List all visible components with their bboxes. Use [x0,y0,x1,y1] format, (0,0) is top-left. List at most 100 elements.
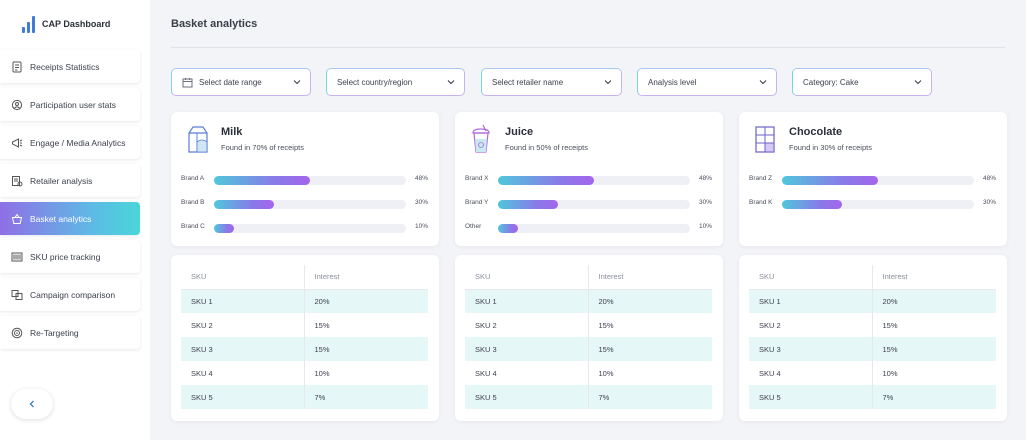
brand-percent: 48% [415,175,429,182]
share-bar-track [214,200,406,209]
sidebar-item-retailer-analysis[interactable]: Retailer analysis [0,164,140,197]
sidebar-item-label: Campaign comparison [30,289,116,300]
brand-label: Brand K [749,199,773,206]
product-card-juice: Juice Found in 50% of receipts Brand X 4… [455,112,723,246]
brand-label: Brand A [181,175,205,182]
brand-share-row: Other 10% [465,222,715,234]
share-bar-fill [498,176,594,185]
table-row: SKU 5 7% [465,385,712,409]
interest-cell: 7% [872,385,996,409]
user-search-icon [10,98,23,111]
sku-cell: SKU 4 [465,361,589,385]
brand-label: Brand X [465,175,489,182]
brand-percent: 10% [699,223,713,230]
sidebar-item-sku-price-tracking[interactable]: SKU price tracking [0,240,140,273]
brand-share-row: Brand A 48% [181,174,431,186]
chevron-down-icon [759,80,767,85]
table-row: SKU 3 15% [465,337,712,361]
brand-share-row: Brand C 10% [181,222,431,234]
sidebar-item-label: Receipts Statistics [30,61,100,72]
table-header-row: SKU Interest [181,265,428,290]
retailer-name-select[interactable]: Select retailer name [481,68,622,96]
chevron-down-icon [293,80,301,85]
date-range-select[interactable]: Select date range [171,68,311,96]
table-row: SKU 5 7% [181,385,428,409]
sku-interest-table: SKU Interest SKU 1 20% SKU 2 15% SKU 3 15% … [181,265,428,409]
table-row: SKU 4 10% [465,361,712,385]
retail-receipt-icon [10,174,23,187]
brand-percent: 10% [415,223,429,230]
sidebar-item-campaign-comparison[interactable]: Campaign comparison [0,278,140,311]
sidebar-item-participation-user-stats[interactable]: Participation user stats [0,88,140,121]
table-row: SKU 2 15% [465,313,712,337]
chevron-down-icon [914,80,922,85]
sidebar-item-basket-analytics[interactable]: Basket analytics [0,202,140,235]
product-found-text: Found in 70% of receipts [221,143,304,152]
app-logo[interactable]: CAP Dashboard [22,14,110,34]
compare-icon [10,288,23,301]
filter-label: Analysis level [648,77,697,87]
analysis-level-select[interactable]: Analysis level [637,68,777,96]
sidebar-item-engage-media-analytics[interactable]: Engage / Media Analytics [0,126,140,159]
filter-label: Select date range [199,77,262,87]
product-card-milk: Milk Found in 70% of receipts Brand A 48… [171,112,439,246]
share-bar-fill [214,200,274,209]
interest-cell: 15% [304,337,428,361]
interest-cell: 15% [882,320,898,330]
share-bar-fill [782,200,842,209]
header-divider [171,47,1005,48]
sidebar-item-re-targeting[interactable]: Re-Targeting [0,316,140,349]
collapse-sidebar-button[interactable] [11,389,53,419]
sku-cell: SKU 2 [465,313,589,337]
table-row: SKU 5 7% [749,385,996,409]
brand-percent: 30% [983,199,997,206]
product-card-chocolate: Chocolate Found in 30% of receipts Brand… [739,112,1007,246]
brand-label: Brand Y [465,199,489,206]
sidebar-item-label: Participation user stats [30,99,116,110]
sku-table-card: SKU Interest SKU 1 20% SKU 2 15% SKU 3 15% … [455,255,723,421]
app-title: CAP Dashboard [42,19,111,29]
share-bar-track [214,176,406,185]
brand-percent: 30% [699,199,713,206]
sku-cell: SKU 1 [181,289,305,313]
table-row: SKU 1 20% [465,289,712,313]
interest-cell: 20% [304,289,428,313]
milk-carton-icon [188,126,208,153]
country-region-select[interactable]: Select country/region [326,68,465,96]
table-header-row: SKU Interest [465,265,712,290]
table-row: SKU 3 15% [181,337,428,361]
share-bar-track [498,224,690,233]
table-header-row: SKU Interest [749,265,996,290]
share-bar-track [498,176,690,185]
interest-cell: 20% [872,289,996,313]
brand-share-row: Brand K 30% [749,198,999,210]
table-row: SKU 2 15% [181,313,428,337]
product-name: Juice [505,126,534,138]
table-row: SKU 4 10% [181,361,428,385]
sku-cell: SKU 3 [749,337,873,361]
share-bar-fill [498,224,518,233]
target-icon [10,326,23,339]
sku-table-card: SKU Interest SKU 1 20% SKU 2 15% SKU 3 15% … [171,255,439,421]
sku-cell: SKU 4 [181,361,305,385]
brand-share-row: Brand Z 48% [749,174,999,186]
sidebar-item-label: Engage / Media Analytics [30,137,126,148]
column-header-interest: Interest [588,265,712,290]
interest-cell: 10% [314,368,330,378]
sku-interest-table: SKU Interest SKU 1 20% SKU 2 15% SKU 3 15% … [465,265,712,409]
sku-cell: SKU 2 [749,313,873,337]
interest-cell: 15% [872,337,996,361]
category-select[interactable]: Category: Cake [792,68,932,96]
share-bar-fill [782,176,878,185]
barcode-icon [10,250,23,263]
brand-label: Other [465,223,482,230]
sidebar-nav: Receipts Statistics Participation user s… [0,50,140,354]
sidebar-item-label: Basket analytics [30,213,92,224]
chevron-down-icon [604,80,612,85]
table-row: SKU 1 20% [181,289,428,313]
table-row: SKU 1 20% [749,289,996,313]
sidebar-item-receipts-statistics[interactable]: Receipts Statistics [0,50,140,83]
brand-label: Brand C [181,223,205,230]
chocolate-bar-icon [755,126,775,153]
brand-label: Brand Z [749,175,773,182]
